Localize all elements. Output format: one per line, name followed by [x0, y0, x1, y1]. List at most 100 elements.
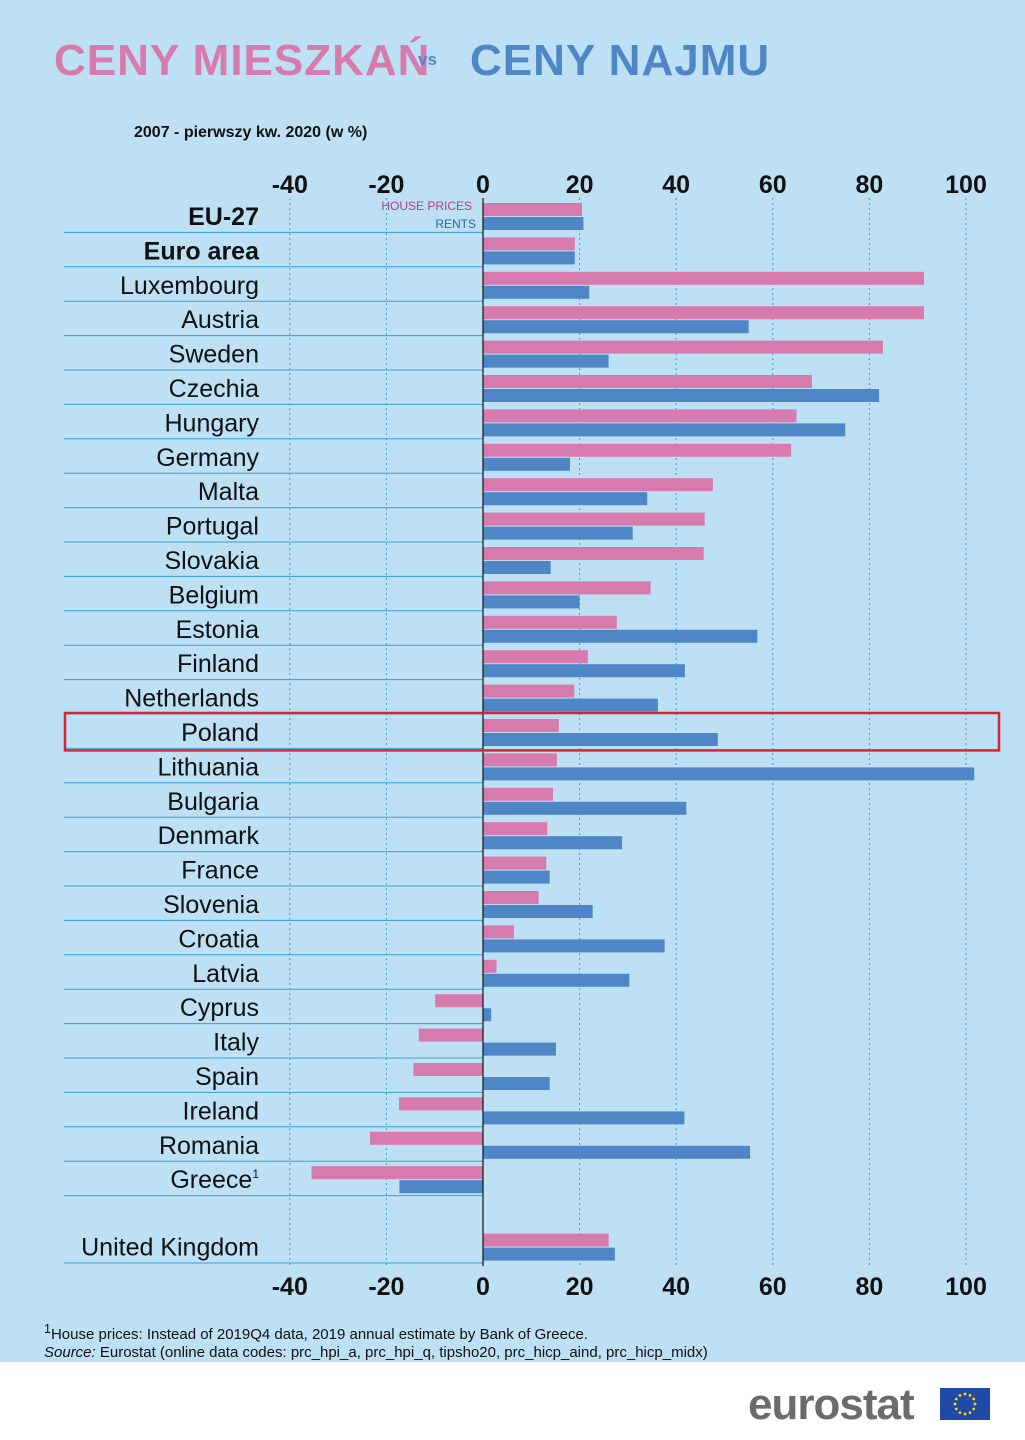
bar-house-prices: [483, 512, 705, 526]
tick-label-bottom: 40: [662, 1273, 690, 1301]
bar-house-prices: [483, 271, 924, 285]
bar-rents: [483, 389, 880, 402]
title-rents: CENY NAJMU: [470, 36, 771, 85]
flag-star: [953, 1402, 957, 1406]
bar-rents: [483, 1042, 556, 1056]
country-label: Portugal: [166, 513, 259, 541]
country-label: Estonia: [176, 616, 259, 644]
bar-rents: [483, 251, 575, 265]
country-label-superscript: 1: [252, 1167, 259, 1181]
country-label: Euro area: [144, 237, 260, 265]
bar-rents: [483, 526, 633, 540]
flag-star: [972, 1397, 976, 1401]
bar-rents: [483, 939, 665, 953]
bar-rents: [483, 1145, 751, 1159]
tick-label-top: 80: [855, 171, 883, 199]
tick-label-top: 0: [476, 171, 490, 199]
bar-rents: [483, 905, 593, 918]
flag-star: [968, 1411, 972, 1415]
bar-house-prices: [413, 1063, 483, 1076]
bar-house-prices: [483, 203, 583, 216]
country-label: Finland: [177, 650, 259, 678]
legend-rents: RENTS: [435, 217, 476, 231]
bar-house-prices: [483, 306, 924, 320]
tick-label-bottom: 100: [945, 1273, 987, 1301]
country-label: Slovenia: [163, 891, 259, 919]
bar-rents: [483, 561, 551, 574]
tick-label-bottom: -40: [272, 1273, 308, 1301]
tick-label-bottom: 20: [566, 1273, 594, 1301]
country-label: Cyprus: [180, 994, 259, 1022]
bar-rents: [483, 1247, 615, 1261]
bar-house-prices: [483, 719, 559, 732]
bar-house-prices: [483, 650, 588, 664]
bar-house-prices: [435, 994, 483, 1008]
bar-house-prices: [483, 959, 497, 973]
bar-rents: [483, 698, 658, 712]
tick-label-top: 60: [759, 171, 787, 199]
country-label: Romania: [159, 1132, 259, 1160]
bar-house-prices: [398, 1097, 483, 1111]
footnote-text: House prices: Instead of 2019Q4 data, 20…: [50, 1326, 588, 1343]
tick-label-top: -40: [272, 171, 308, 199]
bar-house-prices: [483, 409, 797, 423]
country-label: Greece1: [170, 1166, 259, 1194]
flag-star: [963, 1392, 967, 1396]
bar-house-prices: [483, 478, 713, 492]
tick-label-bottom: 0: [476, 1273, 490, 1301]
tick-label-bottom: -20: [368, 1273, 404, 1301]
eurostat-logo: eurostat: [748, 1380, 915, 1429]
flag-star: [954, 1407, 958, 1411]
country-label: Germany: [156, 444, 259, 472]
tick-label-top: 40: [662, 171, 690, 199]
footnote-marker: 1: [44, 1322, 51, 1336]
legend-house-prices: HOUSE PRICES: [381, 199, 472, 213]
flag-star: [972, 1407, 976, 1411]
bar-rents: [483, 973, 630, 987]
bar-house-prices: [483, 684, 575, 698]
country-label: Denmark: [158, 822, 260, 850]
country-label: Croatia: [178, 925, 259, 953]
bar-house-prices: [483, 340, 883, 354]
tick-label-bottom: 80: [855, 1273, 883, 1301]
footnote-source: Source: Eurostat (online data codes: prc…: [44, 1344, 708, 1362]
bar-rents: [483, 664, 685, 678]
bar-rents: [483, 492, 648, 506]
bar-rents: [483, 354, 609, 368]
country-label: Poland: [181, 719, 259, 747]
bar-house-prices: [483, 615, 617, 629]
country-label: Belgium: [169, 581, 259, 609]
flag-star: [963, 1412, 967, 1416]
country-label: Luxembourg: [120, 272, 259, 300]
source-label: Source:: [44, 1344, 96, 1361]
flag-star: [958, 1411, 962, 1415]
bar-house-prices: [483, 443, 792, 457]
bar-rents: [483, 870, 550, 884]
bar-rents: [483, 285, 590, 299]
eu-flag-icon: [940, 1388, 990, 1420]
bar-house-prices: [311, 1166, 483, 1180]
flag-star: [954, 1397, 958, 1401]
bar-house-prices: [483, 787, 554, 801]
bar-house-prices: [483, 856, 547, 870]
country-label: Spain: [195, 1063, 259, 1091]
bar-rents: [483, 836, 623, 850]
flag-star: [958, 1393, 962, 1397]
country-label: Malta: [198, 478, 259, 506]
highlight-box: [63, 711, 1001, 752]
country-label: Austria: [181, 306, 259, 334]
country-label: Lithuania: [158, 753, 260, 781]
bar-rents: [483, 801, 687, 815]
bar-house-prices: [483, 925, 514, 939]
bar-rents: [483, 320, 749, 334]
bar-house-prices: [483, 822, 548, 836]
bar-house-prices: [483, 581, 651, 595]
bar-rents: [483, 629, 758, 643]
tick-label-top: 100: [945, 171, 987, 199]
bar-rents: [483, 595, 580, 609]
country-label: Bulgaria: [167, 788, 259, 816]
bar-chart: EU-27 Euro area Luxembourg Austria Sweden Cze…: [63, 171, 1001, 1301]
tick-label-top: -20: [368, 171, 404, 199]
bar-house-prices: [483, 891, 539, 904]
bar-rents: [483, 733, 718, 746]
